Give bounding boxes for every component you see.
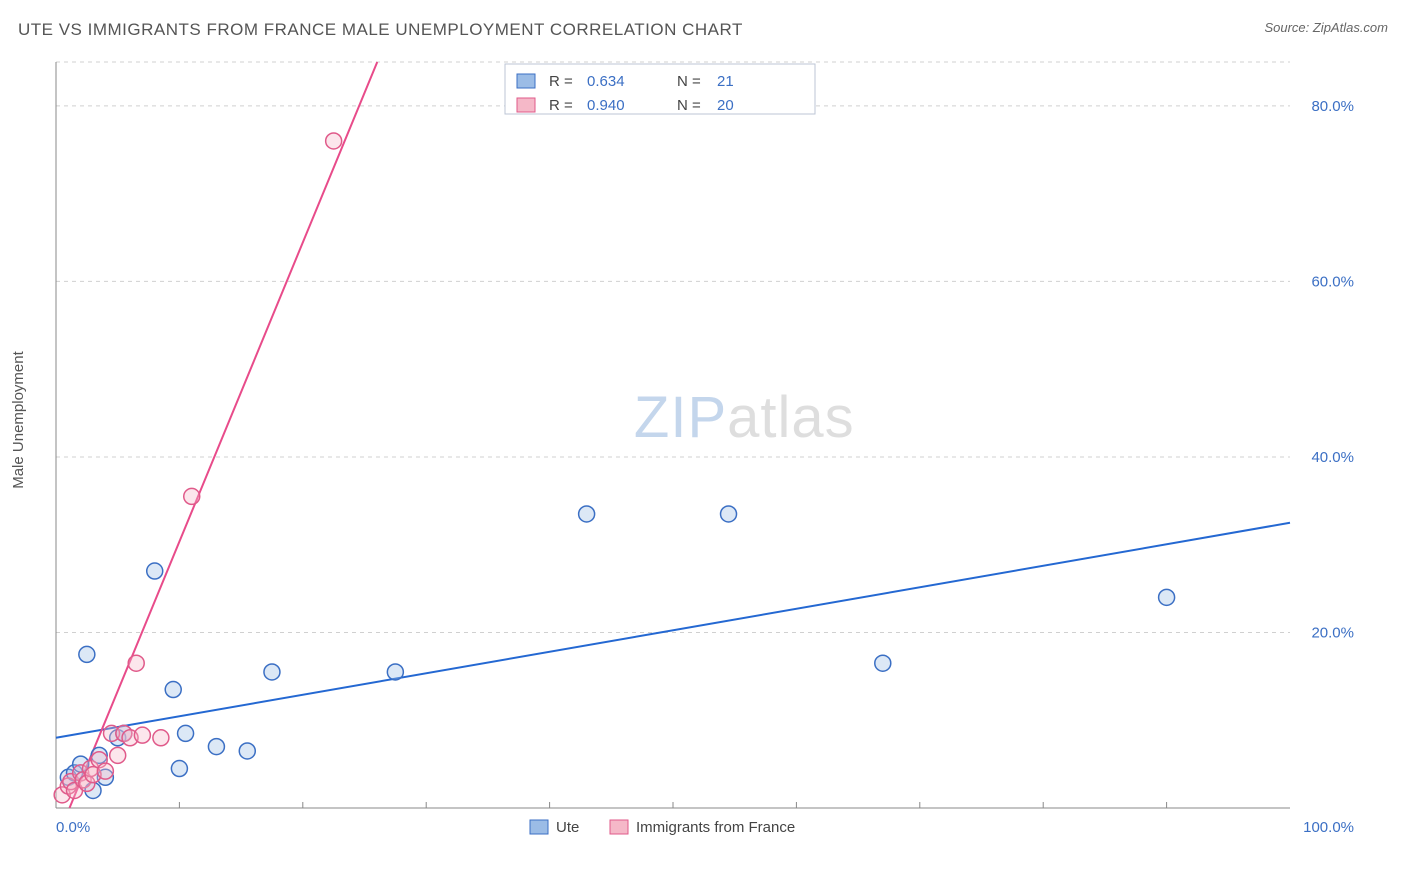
y-tick-label: 60.0% [1311, 273, 1354, 290]
chart-svg: ZIPatlas 20.0% 40.0% 60.0% 80.0% 0.0% 100.0% R … [50, 58, 1360, 848]
legend-n-value: 20 [717, 97, 734, 114]
watermark: ZIPatlas [634, 385, 855, 450]
x-tick-label: 100.0% [1303, 819, 1354, 836]
y-axis-label: Male Unemployment [10, 351, 27, 489]
data-point [128, 655, 144, 671]
data-point [178, 725, 194, 741]
data-point [97, 763, 113, 779]
y-tick-label: 40.0% [1311, 449, 1354, 466]
source-value: ZipAtlas.com [1313, 20, 1388, 35]
data-point [165, 682, 181, 698]
x-tick-label: 0.0% [56, 819, 90, 836]
legend-r-value: 0.634 [587, 73, 625, 90]
y-tick-label: 20.0% [1311, 624, 1354, 641]
data-point [147, 563, 163, 579]
data-point [134, 727, 150, 743]
legend-series-label: Ute [556, 819, 579, 836]
legend-series-label: Immigrants from France [636, 819, 795, 836]
data-point [264, 664, 280, 680]
scatter-chart: ZIPatlas 20.0% 40.0% 60.0% 80.0% 0.0% 100.0% R … [50, 58, 1360, 848]
legend-n-value: 21 [717, 73, 734, 90]
trend-line [56, 523, 1290, 738]
legend-swatch [517, 98, 535, 112]
data-point [153, 730, 169, 746]
data-point [184, 488, 200, 504]
data-point [208, 739, 224, 755]
data-point [171, 761, 187, 777]
legend-r-label: R = [549, 73, 573, 90]
source-label: Source: [1264, 20, 1312, 35]
chart-title: UTE VS IMMIGRANTS FROM FRANCE MALE UNEMP… [18, 20, 743, 40]
data-point [1159, 589, 1175, 605]
trend-line [69, 62, 377, 808]
legend-swatch [530, 820, 548, 834]
legend-swatch [610, 820, 628, 834]
data-point [387, 664, 403, 680]
data-point [875, 655, 891, 671]
source-attribution: Source: ZipAtlas.com [1264, 20, 1388, 35]
legend-r-label: R = [549, 97, 573, 114]
legend-n-label: N = [677, 97, 701, 114]
legend-n-label: N = [677, 73, 701, 90]
legend-swatch [517, 74, 535, 88]
y-tick-label: 80.0% [1311, 98, 1354, 115]
data-point [579, 506, 595, 522]
data-point [721, 506, 737, 522]
legend-r-value: 0.940 [587, 97, 625, 114]
chart-header: UTE VS IMMIGRANTS FROM FRANCE MALE UNEMP… [18, 20, 1388, 40]
data-point [110, 747, 126, 763]
data-point [239, 743, 255, 759]
data-point [326, 133, 342, 149]
data-point [79, 646, 95, 662]
